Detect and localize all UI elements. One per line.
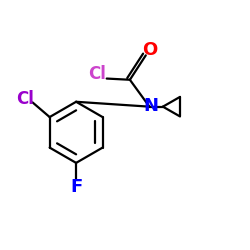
Text: Cl: Cl xyxy=(16,90,34,108)
Text: O: O xyxy=(142,42,157,60)
Text: Cl: Cl xyxy=(88,65,106,83)
Text: N: N xyxy=(143,97,158,115)
Text: F: F xyxy=(70,178,82,196)
